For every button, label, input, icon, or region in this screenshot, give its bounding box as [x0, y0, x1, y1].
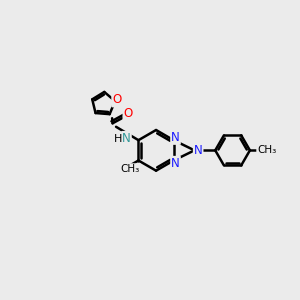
- Text: H: H: [113, 134, 122, 144]
- Text: O: O: [123, 107, 133, 120]
- Text: CH₃: CH₃: [257, 145, 276, 155]
- Text: CH₃: CH₃: [121, 164, 140, 174]
- Text: N: N: [171, 157, 180, 170]
- Text: N: N: [171, 131, 180, 144]
- Text: O: O: [112, 94, 122, 106]
- Text: N: N: [122, 132, 131, 145]
- Text: N: N: [194, 144, 203, 157]
